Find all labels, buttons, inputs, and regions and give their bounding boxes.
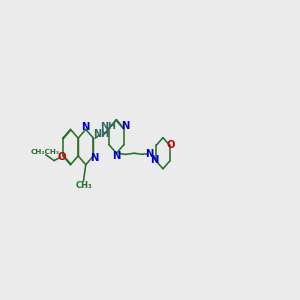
Text: N: N: [150, 155, 159, 166]
Text: O: O: [167, 140, 176, 150]
Text: CH₃: CH₃: [76, 181, 92, 190]
Text: NH: NH: [100, 122, 116, 130]
Text: CH₂CH₃: CH₂CH₃: [31, 149, 60, 155]
Text: N: N: [82, 122, 90, 132]
Text: NH: NH: [93, 128, 109, 139]
Text: N: N: [146, 149, 154, 159]
Text: N: N: [121, 121, 129, 131]
Text: N: N: [112, 151, 120, 160]
Text: O: O: [57, 152, 66, 162]
Text: N: N: [91, 153, 99, 163]
